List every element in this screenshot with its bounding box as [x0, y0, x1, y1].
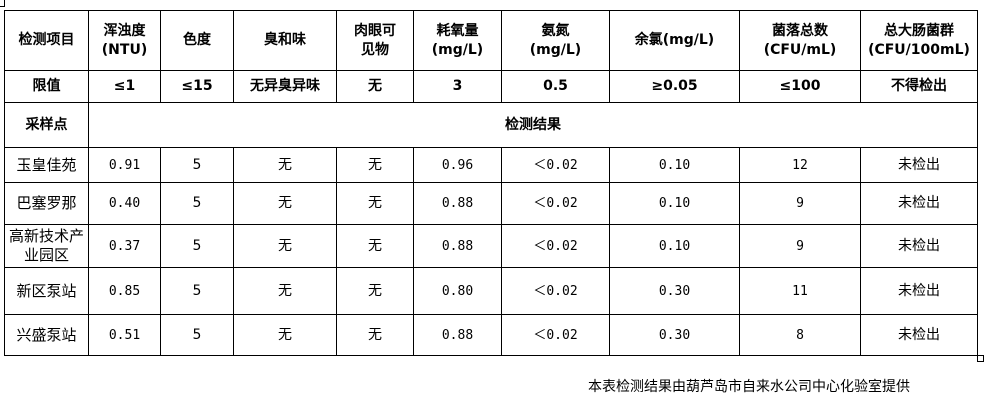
header-cell: 检测项目 — [4, 10, 89, 71]
value-cell: ＜0.02 — [501, 267, 610, 315]
site-cell: 巴塞罗那 — [4, 182, 89, 225]
limit-cell: ≤1 — [88, 70, 161, 103]
value-cell: 12 — [739, 147, 861, 183]
header-cell: 浑浊度 (NTU) — [88, 10, 161, 71]
site-cell: 新区泵站 — [4, 267, 89, 315]
limit-cell: 无异臭异味 — [233, 70, 337, 103]
value-cell: 5 — [160, 314, 234, 356]
value-cell: ＜0.02 — [501, 314, 610, 356]
limit-cell: 不得检出 — [860, 70, 978, 103]
value-cell: 无 — [233, 224, 337, 268]
value-cell: 8 — [739, 314, 861, 356]
value-cell: 5 — [160, 147, 234, 183]
value-cell: 0.51 — [88, 314, 161, 356]
value-cell: 5 — [160, 224, 234, 268]
header-cell: 余氯(mg/L) — [609, 10, 740, 71]
value-cell: 0.10 — [609, 224, 740, 268]
value-cell: 0.10 — [609, 182, 740, 225]
value-cell: 0.88 — [413, 314, 502, 356]
limit-cell: ≤100 — [739, 70, 861, 103]
value-cell: 未检出 — [860, 182, 978, 225]
value-cell: 无 — [336, 224, 414, 268]
header-cell: 色度 — [160, 10, 234, 71]
value-cell: 未检出 — [860, 224, 978, 268]
table-row: 新区泵站 0.85 5 无无 0.80 ＜0.02 0.30 11 未检出 — [4, 267, 978, 315]
value-cell: 0.88 — [413, 182, 502, 225]
value-cell: 无 — [233, 267, 337, 315]
header-cell: 总大肠菌群 (CFU/100mL) — [860, 10, 978, 71]
value-cell: 0.91 — [88, 147, 161, 183]
value-cell: 5 — [160, 267, 234, 315]
value-cell: 0.40 — [88, 182, 161, 225]
limits-label: 限值 — [4, 70, 89, 103]
site-label: 采样点 — [4, 102, 89, 148]
value-cell: 未检出 — [860, 147, 978, 183]
table-move-handle[interactable] — [0, 0, 5, 7]
table-row: 玉皇佳苑 0.91 5 无无 0.96 ＜0.02 0.10 12 未检出 — [4, 147, 978, 183]
value-cell: 无 — [336, 267, 414, 315]
table-row: 高新技术产业园区 0.37 5 无无 0.88 ＜0.02 0.10 9 未检出 — [4, 224, 978, 268]
value-cell: ＜0.02 — [501, 224, 610, 268]
footer-note: 本表检测结果由葫芦岛市自来水公司中心化验室提供 — [588, 379, 910, 395]
value-cell: 无 — [233, 147, 337, 183]
value-cell: 无 — [336, 314, 414, 356]
value-cell: 0.37 — [88, 224, 161, 268]
limit-cell: 无 — [336, 70, 414, 103]
section-row: 采样点 检测结果 — [4, 102, 978, 148]
value-cell: 9 — [739, 224, 861, 268]
limit-cell: ≤15 — [160, 70, 234, 103]
value-cell: 0.85 — [88, 267, 161, 315]
limit-cell: 3 — [413, 70, 502, 103]
header-cell: 肉眼可 见物 — [336, 10, 414, 71]
value-cell: 0.80 — [413, 267, 502, 315]
value-cell: 0.30 — [609, 267, 740, 315]
table-resize-handle[interactable] — [977, 355, 984, 362]
value-cell: 11 — [739, 267, 861, 315]
value-cell: 0.96 — [413, 147, 502, 183]
header-cell: 氨氮 (mg/L) — [501, 10, 610, 71]
site-cell: 高新技术产业园区 — [4, 224, 89, 268]
value-cell: 未检出 — [860, 314, 978, 356]
header-cell: 耗氧量 (mg/L) — [413, 10, 502, 71]
value-cell: 无 — [233, 182, 337, 225]
value-cell: 9 — [739, 182, 861, 225]
value-cell: ＜0.02 — [501, 182, 610, 225]
value-cell: ＜0.02 — [501, 147, 610, 183]
value-cell: 无 — [336, 182, 414, 225]
value-cell: 5 — [160, 182, 234, 225]
value-cell: 0.88 — [413, 224, 502, 268]
header-row: 检测项目 浑浊度 (NTU) 色度 臭和味 肉眼可 见物 耗氧量 (mg/L) 氨氮 (mg… — [4, 10, 978, 71]
results-label: 检测结果 — [88, 102, 978, 148]
table-row: 兴盛泵站 0.51 5 无无 0.88 ＜0.02 0.30 8 未检出 — [4, 314, 978, 356]
header-cell: 菌落总数 (CFU/mL) — [739, 10, 861, 71]
limits-row: 限值 ≤1 ≤15 无异臭异味无 3 0.5 ≥0.05 ≤100 不得检出 — [4, 70, 978, 103]
site-cell: 玉皇佳苑 — [4, 147, 89, 183]
site-cell: 兴盛泵站 — [4, 314, 89, 356]
value-cell: 0.10 — [609, 147, 740, 183]
water-quality-table: 检测项目 浑浊度 (NTU) 色度 臭和味 肉眼可 见物 耗氧量 (mg/L) 氨氮 (mg… — [4, 10, 978, 356]
value-cell: 无 — [233, 314, 337, 356]
value-cell: 未检出 — [860, 267, 978, 315]
limit-cell: ≥0.05 — [609, 70, 740, 103]
header-cell: 臭和味 — [233, 10, 337, 71]
value-cell: 无 — [336, 147, 414, 183]
limit-cell: 0.5 — [501, 70, 610, 103]
value-cell: 0.30 — [609, 314, 740, 356]
table-row: 巴塞罗那 0.40 5 无无 0.88 ＜0.02 0.10 9 未检出 — [4, 182, 978, 225]
